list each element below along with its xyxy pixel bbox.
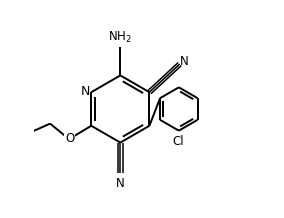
Text: N: N [80,85,90,98]
Text: O: O [65,132,74,145]
Text: Cl: Cl [172,135,183,148]
Text: N: N [116,177,125,190]
Text: N: N [180,55,189,68]
Text: NH$_2$: NH$_2$ [108,30,132,45]
